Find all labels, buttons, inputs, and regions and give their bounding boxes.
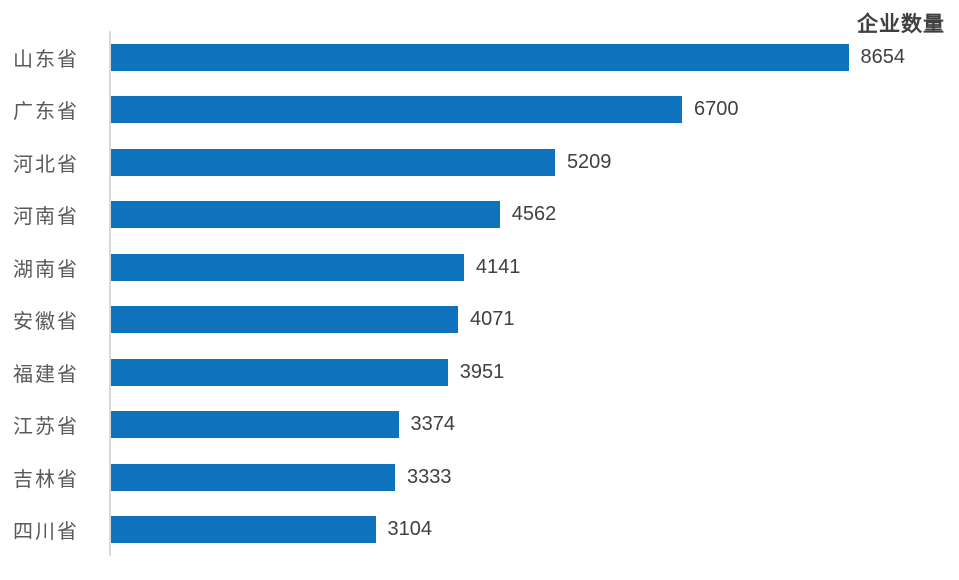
value-label: 5209 (566, 150, 612, 173)
bar-area: 4071 (111, 294, 959, 347)
bar-row: 吉林省 3333 (0, 451, 959, 504)
bar (111, 96, 682, 124)
bar (111, 306, 458, 334)
bar-row: 福建省 3951 (0, 346, 959, 399)
bar-row: 山东省 8654 (0, 31, 959, 84)
value-label: 3104 (387, 518, 433, 541)
category-label: 山东省 (13, 48, 79, 71)
category-label: 福建省 (13, 363, 79, 386)
bar-area: 3104 (111, 504, 959, 557)
bar-area: 3374 (111, 399, 959, 452)
bar-area: 3951 (111, 346, 959, 399)
category-label: 吉林省 (13, 468, 79, 491)
bar (111, 201, 500, 229)
category-label: 四川省 (13, 521, 79, 544)
chart-title: 企业数量 (857, 13, 945, 36)
bar-row: 广东省 6700 (0, 84, 959, 137)
category-label: 河北省 (13, 153, 79, 176)
value-label: 4141 (475, 255, 521, 278)
bar-area: 5209 (111, 136, 959, 189)
value-label: 3951 (459, 360, 505, 383)
value-label: 4071 (469, 308, 515, 331)
value-label: 6700 (694, 98, 739, 121)
bar-area: 4141 (111, 241, 959, 294)
bar-area: 4562 (111, 189, 959, 242)
bar (111, 43, 849, 71)
value-label: 3374 (410, 413, 456, 436)
bar-area: 6700 (111, 84, 959, 137)
category-label: 广东省 (13, 101, 79, 124)
bar-row: 河北省 5209 (0, 136, 959, 189)
bar (111, 358, 448, 386)
bar (111, 463, 396, 491)
chart-rows: 山东省 8654 广东省 6700 河北省 5209 河南省 4562 湖南省 … (0, 31, 959, 556)
bar-row: 四川省 3104 (0, 504, 959, 557)
bar (111, 411, 399, 439)
bar-row: 湖南省 4141 (0, 241, 959, 294)
category-label: 湖南省 (13, 258, 79, 281)
value-label: 8654 (860, 45, 906, 68)
bar (111, 516, 376, 544)
category-label: 江苏省 (13, 416, 79, 439)
bar-row: 河南省 4562 (0, 189, 959, 242)
bar-area: 3333 (111, 451, 959, 504)
category-label: 安徽省 (13, 311, 79, 334)
bar (111, 253, 464, 281)
bar (111, 148, 555, 176)
category-label: 河南省 (13, 206, 79, 229)
bar-row: 江苏省 3374 (0, 399, 959, 452)
bar-row: 安徽省 4071 (0, 294, 959, 347)
value-label: 4562 (511, 203, 557, 226)
bar-area: 8654 (111, 31, 959, 84)
y-axis-line (109, 31, 111, 556)
value-label: 3333 (407, 465, 452, 488)
